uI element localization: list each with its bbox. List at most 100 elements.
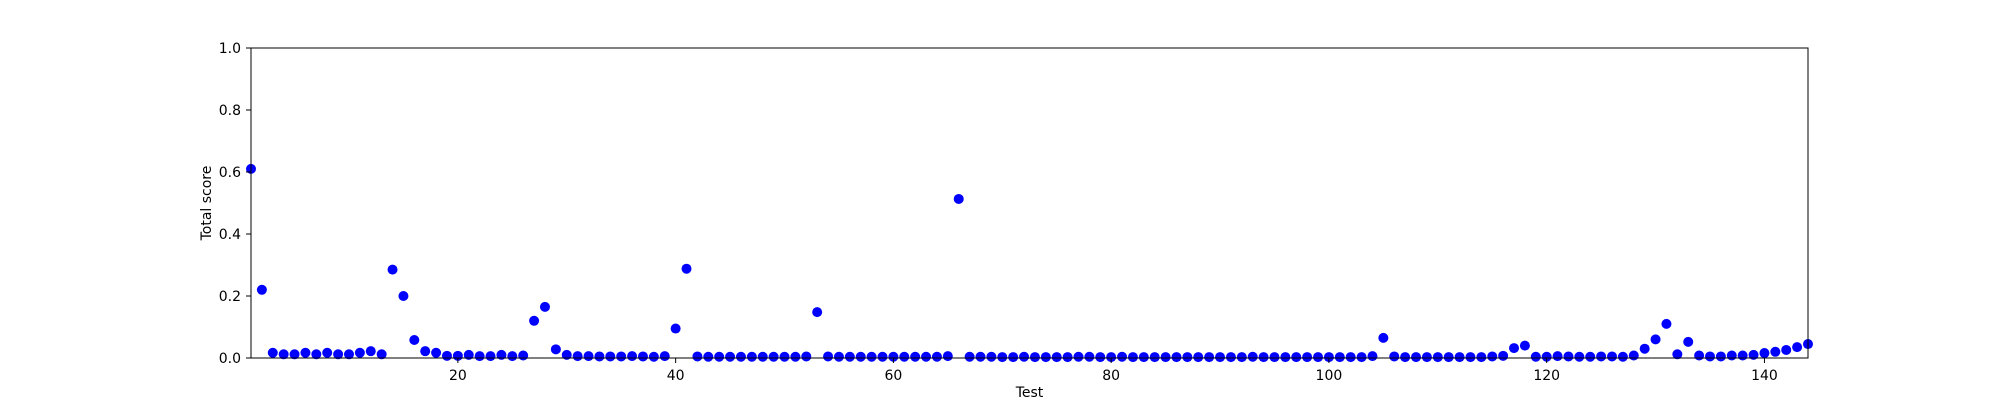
data-point — [1302, 352, 1313, 363]
data-point — [637, 351, 648, 362]
data-point — [518, 350, 529, 361]
data-point — [790, 351, 801, 362]
data-point — [823, 351, 834, 362]
data-point — [964, 351, 975, 362]
data-point — [409, 335, 420, 346]
data-point — [398, 291, 409, 301]
x-axis-ticks: 20 40 60 80 100 120 140 — [449, 358, 1778, 384]
data-point — [1411, 352, 1422, 363]
data-point — [899, 351, 910, 362]
data-point — [441, 350, 452, 361]
data-point — [1280, 352, 1291, 363]
data-point — [322, 347, 333, 358]
data-point — [1389, 351, 1400, 362]
data-point — [1465, 352, 1476, 363]
data-point — [539, 301, 550, 312]
data-point — [1247, 351, 1258, 362]
data-point — [975, 351, 986, 362]
x-tick-label: 140 — [1751, 368, 1778, 384]
data-point — [1596, 351, 1607, 362]
data-point — [1617, 351, 1628, 362]
data-point — [376, 349, 387, 360]
data-point — [953, 193, 964, 204]
data-point — [1356, 352, 1367, 363]
data-point — [485, 351, 496, 362]
y-tick-label: 0.2 — [219, 289, 241, 305]
data-point — [1084, 351, 1095, 362]
data-point — [1661, 318, 1672, 329]
data-point — [311, 349, 322, 360]
data-point — [1628, 350, 1639, 361]
data-point — [844, 351, 855, 362]
data-point — [1650, 334, 1661, 345]
data-point — [583, 351, 594, 362]
data-point — [1258, 352, 1269, 363]
data-point — [833, 351, 844, 362]
data-point — [1770, 346, 1781, 357]
data-point — [1432, 352, 1443, 363]
data-point — [1683, 336, 1694, 347]
data-point — [431, 347, 442, 358]
data-point — [1530, 351, 1541, 362]
data-point — [1225, 352, 1236, 363]
data-point — [333, 349, 344, 360]
x-axis-title: Test — [1015, 385, 1044, 400]
data-point — [659, 351, 670, 362]
data-point — [1367, 351, 1378, 362]
data-point — [1585, 351, 1596, 362]
data-point — [714, 351, 725, 362]
data-points — [246, 163, 1813, 363]
data-point — [463, 349, 474, 360]
data-point — [1193, 352, 1204, 363]
data-point — [300, 347, 311, 358]
data-point — [1236, 352, 1247, 363]
data-point — [1715, 351, 1726, 362]
data-point — [1138, 352, 1149, 363]
data-point — [278, 349, 289, 360]
x-tick-label: 40 — [667, 368, 685, 384]
data-point — [1117, 351, 1128, 362]
data-point — [289, 349, 300, 360]
data-point — [986, 351, 997, 362]
data-point — [1476, 352, 1487, 363]
data-point — [507, 351, 518, 362]
data-point — [1215, 352, 1226, 363]
data-point — [1095, 352, 1106, 363]
data-point — [746, 351, 757, 362]
data-point — [605, 351, 616, 362]
data-point — [1400, 352, 1411, 363]
data-point — [496, 349, 507, 360]
data-point — [1149, 352, 1160, 363]
data-point — [1781, 344, 1792, 355]
y-axis-ticks: 0.0 0.2 0.4 0.6 0.8 1.0 — [219, 41, 251, 367]
data-point — [1291, 352, 1302, 363]
data-point — [1313, 352, 1324, 363]
data-point — [420, 346, 431, 357]
data-point — [627, 351, 638, 362]
data-point — [942, 351, 953, 362]
data-point — [692, 351, 703, 362]
data-point — [529, 315, 540, 326]
data-point — [354, 347, 365, 358]
data-point — [1454, 352, 1465, 363]
y-tick-label: 1.0 — [219, 41, 241, 57]
data-point — [1574, 351, 1585, 362]
data-point — [1726, 350, 1737, 361]
data-point — [681, 263, 692, 274]
x-tick-label: 60 — [884, 368, 902, 384]
x-tick-label: 80 — [1102, 368, 1120, 384]
data-point — [267, 347, 278, 358]
data-point — [387, 264, 398, 275]
data-point — [561, 349, 572, 360]
data-point — [1171, 352, 1182, 363]
data-point — [703, 351, 714, 362]
data-point — [1182, 352, 1193, 363]
data-point — [1694, 350, 1705, 361]
data-point — [1106, 352, 1117, 363]
data-point — [670, 323, 681, 334]
data-point — [1062, 352, 1073, 363]
data-point — [616, 351, 627, 362]
x-tick-label: 20 — [449, 368, 467, 384]
